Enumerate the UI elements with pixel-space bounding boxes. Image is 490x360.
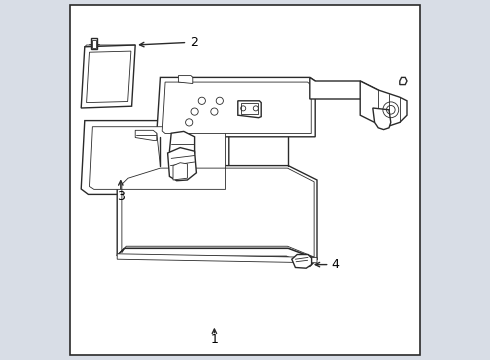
Polygon shape [360, 81, 407, 126]
Polygon shape [178, 76, 193, 84]
Text: 1: 1 [211, 333, 219, 346]
Polygon shape [241, 103, 258, 114]
Polygon shape [117, 254, 317, 263]
Polygon shape [117, 248, 317, 266]
Polygon shape [135, 130, 157, 140]
Polygon shape [92, 40, 97, 48]
Polygon shape [87, 51, 131, 103]
Polygon shape [400, 77, 407, 85]
Polygon shape [90, 127, 225, 189]
Polygon shape [373, 108, 391, 130]
Polygon shape [91, 38, 98, 49]
Polygon shape [81, 45, 135, 108]
Polygon shape [81, 121, 229, 194]
Polygon shape [238, 101, 261, 118]
Polygon shape [310, 77, 378, 108]
Polygon shape [173, 163, 187, 180]
Polygon shape [157, 77, 315, 137]
Polygon shape [162, 82, 311, 134]
Polygon shape [117, 166, 317, 259]
Polygon shape [170, 131, 195, 157]
Text: 2: 2 [190, 36, 198, 49]
Text: 4: 4 [332, 258, 340, 271]
Text: 3: 3 [117, 190, 125, 203]
Polygon shape [168, 148, 196, 181]
Polygon shape [292, 255, 312, 268]
